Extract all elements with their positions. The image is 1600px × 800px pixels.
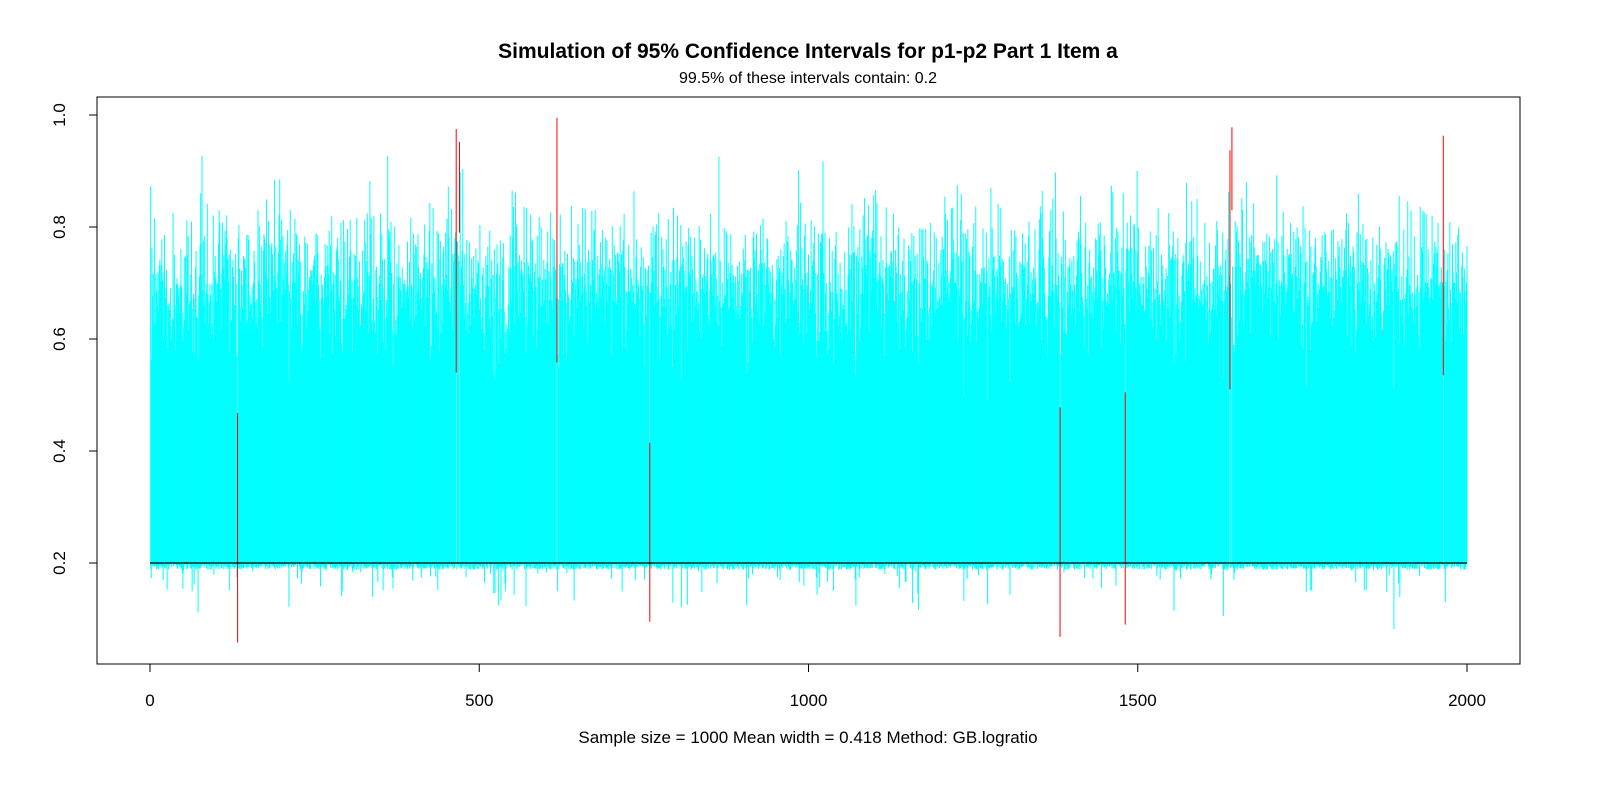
interval-lines <box>150 155 1468 630</box>
chart-subtitle: 99.5% of these intervals contain: 0.2 <box>679 70 937 87</box>
x-tick-label: 1000 <box>790 691 828 710</box>
x-tick-label: 0 <box>145 691 154 710</box>
sub-caption: Sample size = 1000 Mean width = 0.418 Me… <box>578 728 1037 747</box>
y-tick-label: 1.0 <box>50 103 69 127</box>
missing-interval-lines <box>237 117 1444 643</box>
y-tick-label: 0.8 <box>50 215 69 239</box>
x-tick-label: 2000 <box>1448 691 1486 710</box>
y-axis: 0.2 0.4 0.6 0.8 1.0 <box>50 103 98 575</box>
y-tick-label: 0.6 <box>50 327 69 351</box>
x-axis: 0 500 1000 1500 2000 <box>145 663 1486 710</box>
y-tick-label: 0.2 <box>50 551 69 575</box>
y-tick-label: 0.4 <box>50 439 69 463</box>
x-tick-label: 1500 <box>1119 691 1157 710</box>
chart-title: Simulation of 95% Confidence Intervals f… <box>498 40 1118 63</box>
x-tick-label: 500 <box>465 691 493 710</box>
